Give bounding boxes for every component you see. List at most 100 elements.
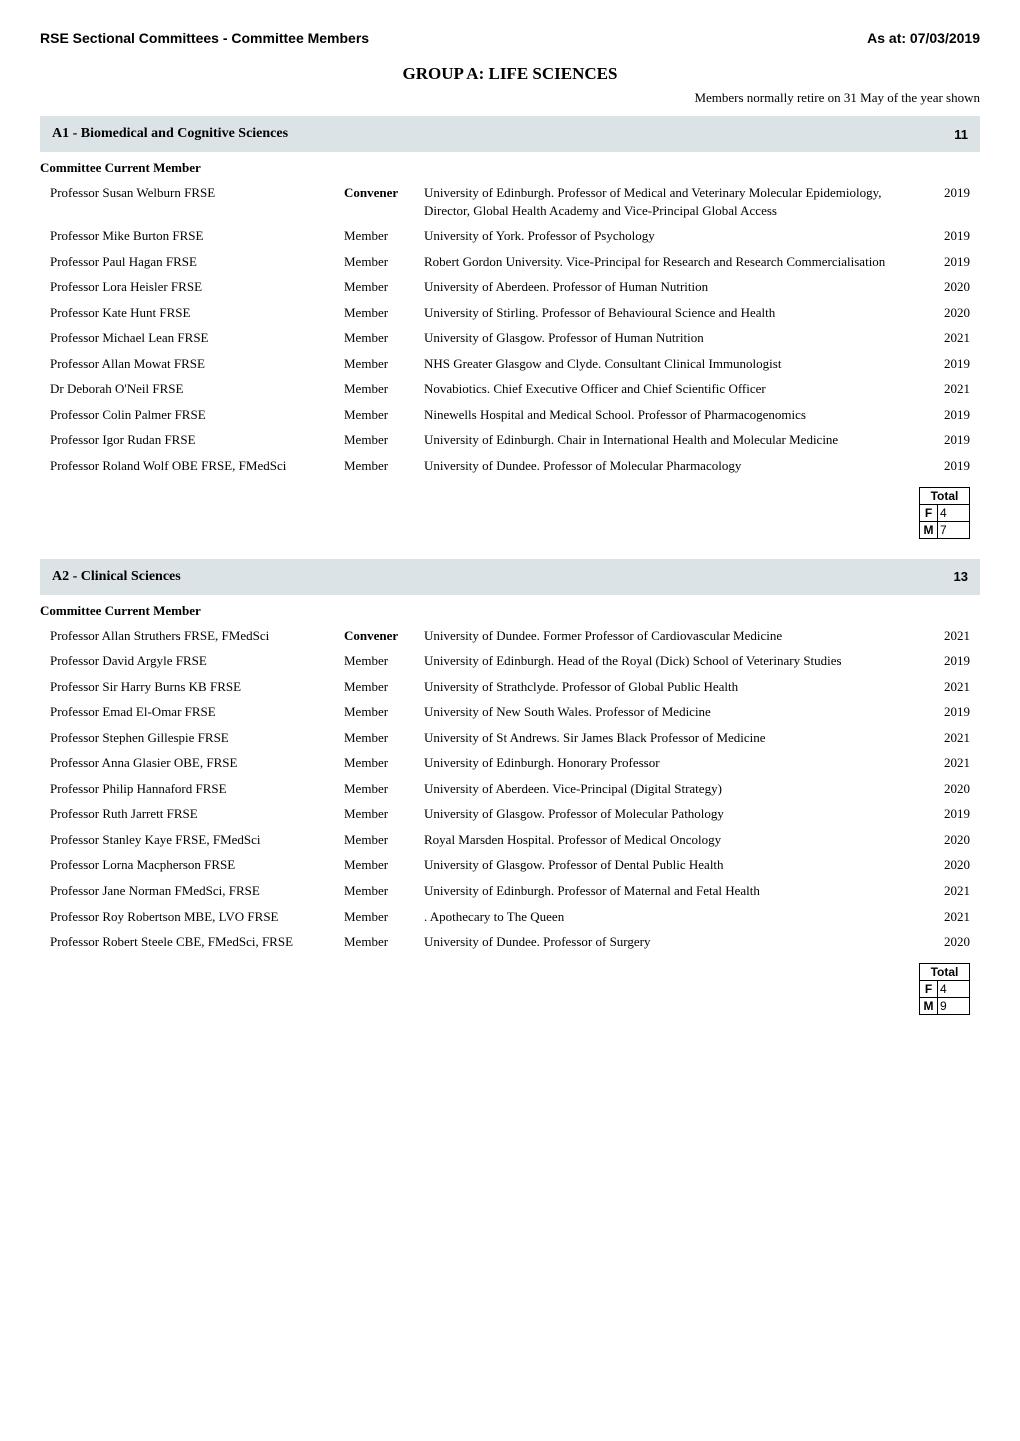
members-table: Professor Allan Struthers FRSE, FMedSciC…	[40, 623, 980, 955]
member-year: 2021	[920, 623, 980, 649]
member-desc: University of Edinburgh. Professor of Me…	[420, 180, 920, 223]
member-name: Professor Stanley Kaye FRSE, FMedSci	[40, 827, 340, 853]
member-desc: University of Edinburgh. Chair in Intern…	[420, 427, 920, 453]
section-bar: A2 - Clinical Sciences13	[40, 559, 980, 595]
header-left: RSE Sectional Committees - Committee Mem…	[40, 30, 369, 46]
member-role: Member	[340, 674, 420, 700]
table-row: Professor Stephen Gillespie FRSEMemberUn…	[40, 725, 980, 751]
table-row: Professor Jane Norman FMedSci, FRSEMembe…	[40, 878, 980, 904]
member-role: Member	[340, 852, 420, 878]
section-bar: A1 - Biomedical and Cognitive Sciences 11	[40, 116, 980, 152]
member-name: Professor Roy Robertson MBE, LVO FRSE	[40, 904, 340, 930]
table-row: Professor Lorna Macpherson FRSEMemberUni…	[40, 852, 980, 878]
member-name: Professor Robert Steele CBE, FMedSci, FR…	[40, 929, 340, 955]
section-count: 11	[954, 127, 968, 142]
table-row: Professor Allan Mowat FRSEMemberNHS Grea…	[40, 351, 980, 377]
section-title: A1 - Biomedical and Cognitive Sciences	[52, 126, 288, 142]
totals-f-label: F	[920, 980, 938, 997]
member-desc: University of Aberdeen. Professor of Hum…	[420, 274, 920, 300]
member-role: Member	[340, 904, 420, 930]
totals-box: TotalF4M7	[919, 487, 970, 539]
member-desc: University of Glasgow. Professor of Mole…	[420, 801, 920, 827]
table-row: Professor Sir Harry Burns KB FRSEMemberU…	[40, 674, 980, 700]
member-year: 2019	[920, 453, 980, 479]
header-right: As at: 07/03/2019	[867, 30, 980, 46]
table-row: Professor Allan Struthers FRSE, FMedSciC…	[40, 623, 980, 649]
member-role: Member	[340, 249, 420, 275]
member-name: Professor Allan Mowat FRSE	[40, 351, 340, 377]
totals-f-value: 4	[938, 504, 970, 521]
member-desc: . Apothecary to The Queen	[420, 904, 920, 930]
table-row: Professor Susan Welburn FRSEConvenerUniv…	[40, 180, 980, 223]
member-name: Professor Philip Hannaford FRSE	[40, 776, 340, 802]
member-name: Professor Kate Hunt FRSE	[40, 300, 340, 326]
member-role: Member	[340, 325, 420, 351]
member-role: Convener	[340, 623, 420, 649]
member-name: Professor Colin Palmer FRSE	[40, 402, 340, 428]
totals-box: TotalF4M9	[919, 963, 970, 1015]
member-name: Professor Anna Glasier OBE, FRSE	[40, 750, 340, 776]
member-name: Professor Ruth Jarrett FRSE	[40, 801, 340, 827]
member-role: Member	[340, 827, 420, 853]
member-role: Member	[340, 878, 420, 904]
member-desc: University of Edinburgh. Honorary Profes…	[420, 750, 920, 776]
member-desc: University of Dundee. Professor of Surge…	[420, 929, 920, 955]
member-role: Member	[340, 725, 420, 751]
member-year: 2019	[920, 249, 980, 275]
member-role: Member	[340, 648, 420, 674]
member-role: Member	[340, 776, 420, 802]
table-row: Professor Paul Hagan FRSEMemberRobert Go…	[40, 249, 980, 275]
member-year: 2020	[920, 827, 980, 853]
member-year: 2021	[920, 750, 980, 776]
table-row: Professor Robert Steele CBE, FMedSci, FR…	[40, 929, 980, 955]
member-name: Professor Sir Harry Burns KB FRSE	[40, 674, 340, 700]
member-desc: Novabiotics. Chief Executive Officer and…	[420, 376, 920, 402]
member-desc: Robert Gordon University. Vice-Principal…	[420, 249, 920, 275]
member-desc: University of Aberdeen. Vice-Principal (…	[420, 776, 920, 802]
member-name: Professor Paul Hagan FRSE	[40, 249, 340, 275]
member-name: Professor Lora Heisler FRSE	[40, 274, 340, 300]
member-year: 2021	[920, 878, 980, 904]
member-role: Member	[340, 929, 420, 955]
member-year: 2019	[920, 801, 980, 827]
member-name: Professor Roland Wolf OBE FRSE, FMedSci	[40, 453, 340, 479]
table-row: Professor Igor Rudan FRSEMemberUniversit…	[40, 427, 980, 453]
member-year: 2021	[920, 325, 980, 351]
member-desc: University of Edinburgh. Professor of Ma…	[420, 878, 920, 904]
table-row: Professor Michael Lean FRSEMemberUnivers…	[40, 325, 980, 351]
table-row: Professor Emad El-Omar FRSEMemberUnivers…	[40, 699, 980, 725]
member-year: 2021	[920, 904, 980, 930]
totals-label: Total	[920, 487, 970, 504]
member-name: Professor Igor Rudan FRSE	[40, 427, 340, 453]
member-desc: Royal Marsden Hospital. Professor of Med…	[420, 827, 920, 853]
member-role: Member	[340, 699, 420, 725]
member-name: Professor Susan Welburn FRSE	[40, 180, 340, 223]
page-header: RSE Sectional Committees - Committee Mem…	[40, 30, 980, 46]
member-desc: University of Dundee. Professor of Molec…	[420, 453, 920, 479]
member-year: 2021	[920, 725, 980, 751]
member-year: 2019	[920, 180, 980, 223]
table-row: Professor Roy Robertson MBE, LVO FRSEMem…	[40, 904, 980, 930]
member-role: Member	[340, 801, 420, 827]
totals-f-value: 4	[938, 980, 970, 997]
member-role: Member	[340, 453, 420, 479]
table-row: Professor Lora Heisler FRSEMemberUnivers…	[40, 274, 980, 300]
totals-f-label: F	[920, 504, 938, 521]
member-year: 2021	[920, 376, 980, 402]
member-name: Professor Michael Lean FRSE	[40, 325, 340, 351]
member-name: Professor Emad El-Omar FRSE	[40, 699, 340, 725]
member-name: Professor David Argyle FRSE	[40, 648, 340, 674]
totals-label: Total	[920, 963, 970, 980]
member-role: Member	[340, 376, 420, 402]
member-role: Member	[340, 402, 420, 428]
member-year: 2020	[920, 274, 980, 300]
table-row: Professor Roland Wolf OBE FRSE, FMedSciM…	[40, 453, 980, 479]
subhead-current-member: Committee Current Member	[40, 603, 980, 619]
member-role: Member	[340, 274, 420, 300]
member-year: 2020	[920, 929, 980, 955]
table-row: Professor David Argyle FRSEMemberUnivers…	[40, 648, 980, 674]
member-name: Professor Stephen Gillespie FRSE	[40, 725, 340, 751]
member-role: Member	[340, 300, 420, 326]
member-year: 2019	[920, 351, 980, 377]
table-row: Professor Colin Palmer FRSEMemberNinewel…	[40, 402, 980, 428]
